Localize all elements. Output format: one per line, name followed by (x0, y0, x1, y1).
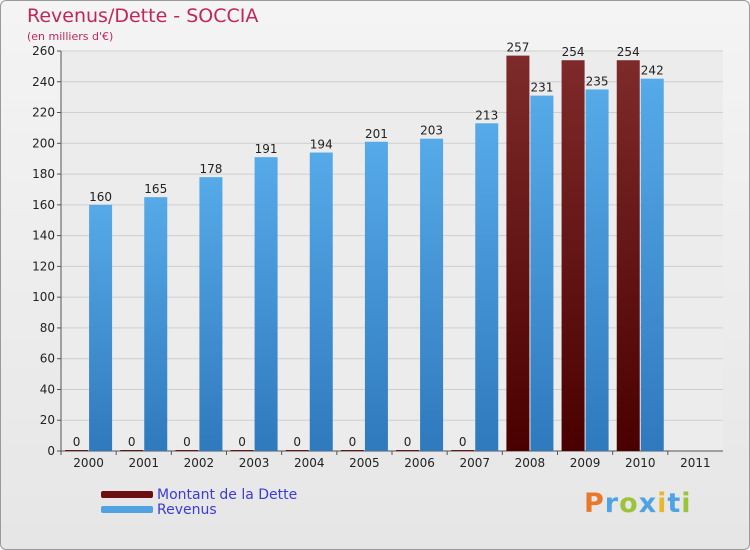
data-label-dette: 0 (73, 435, 81, 449)
data-label-revenus: 231 (530, 81, 553, 95)
bar-dette (616, 60, 640, 451)
bar-dette (340, 450, 364, 451)
bar-revenus (640, 78, 664, 451)
data-label-revenus: 203 (420, 124, 443, 138)
y-tick-label: 180 (32, 167, 55, 181)
legend-item-dette: Montant de la Dette (101, 486, 298, 503)
data-label-revenus: 160 (89, 190, 112, 204)
x-tick-label: 2005 (349, 456, 380, 470)
bar-revenus (585, 89, 609, 451)
x-tick-label: 2004 (294, 456, 325, 470)
legend-item-revenus: Revenus (101, 501, 297, 518)
logo-letter: P (584, 488, 605, 519)
y-tick-label: 120 (32, 259, 55, 273)
x-tick-label: 2009 (570, 456, 601, 470)
data-label-dette: 0 (349, 435, 357, 449)
y-tick-label: 80 (40, 321, 55, 335)
data-label-revenus: 194 (310, 138, 333, 152)
plot-area (61, 51, 723, 451)
bar-dette (175, 450, 199, 451)
data-label-dette: 0 (183, 435, 191, 449)
logo-letter: x (638, 488, 658, 519)
y-tick-label: 100 (32, 290, 55, 304)
logo-letter: r (604, 488, 620, 519)
legend-swatch-dette (101, 491, 153, 498)
data-label-dette: 0 (404, 435, 412, 449)
y-tick-label: 60 (40, 352, 55, 366)
y-tick-label: 0 (47, 444, 55, 458)
data-label-revenus: 165 (144, 182, 167, 196)
data-label-dette: 0 (128, 435, 136, 449)
bar-dette (65, 450, 89, 451)
legend-label-dette: Montant de la Dette (157, 486, 298, 503)
bar-revenus (89, 204, 113, 451)
y-tick-label: 160 (32, 198, 55, 212)
y-tick-label: 200 (32, 136, 55, 150)
x-tick-label: 2003 (239, 456, 270, 470)
data-label-dette: 254 (562, 45, 585, 59)
logo-letter: i (681, 488, 692, 519)
legend: Montant de la Dette Revenus (101, 486, 298, 518)
data-label-revenus: 191 (255, 142, 278, 156)
x-tick-label: 2006 (404, 456, 435, 470)
data-label-dette: 257 (506, 41, 529, 55)
x-tick-label: 2007 (459, 456, 490, 470)
bar-dette (285, 450, 309, 451)
chart-title: Revenus/Dette - SOCCIA (27, 5, 259, 27)
legend-label-revenus: Revenus (157, 501, 217, 518)
data-label-revenus: 178 (199, 162, 222, 176)
bar-dette (506, 55, 530, 451)
data-label-revenus: 235 (586, 74, 609, 88)
data-label-dette: 0 (293, 435, 301, 449)
proxiti-logo: Proxiti (584, 488, 692, 519)
y-tick-label: 20 (40, 413, 55, 427)
chart-subtitle: (en milliers d'€) (27, 30, 114, 43)
bar-dette (451, 450, 475, 451)
y-tick-label: 220 (32, 106, 55, 120)
data-label-revenus: 201 (365, 127, 388, 141)
x-tick-label: 2011 (680, 456, 711, 470)
logo-letter: i (657, 488, 668, 519)
bar-revenus (254, 157, 278, 451)
x-tick-label: 2008 (515, 456, 546, 470)
data-label-dette: 0 (238, 435, 246, 449)
bar-revenus (475, 123, 499, 452)
bar-dette (120, 450, 144, 451)
x-tick-label: 2002 (184, 456, 215, 470)
bar-dette (396, 450, 420, 451)
bar-revenus (199, 177, 223, 451)
data-label-dette: 254 (617, 45, 640, 59)
x-tick-label: 2000 (73, 456, 104, 470)
data-label-revenus: 213 (475, 108, 498, 122)
x-tick-label: 2010 (625, 456, 656, 470)
bar-dette (561, 60, 585, 451)
legend-swatch-revenus (101, 506, 153, 513)
x-tick-label: 2001 (128, 456, 159, 470)
y-tick-label: 40 (40, 382, 55, 396)
bar-revenus (364, 141, 388, 451)
y-tick-label: 260 (32, 44, 55, 58)
logo-letter: t (667, 488, 682, 519)
bar-revenus (420, 138, 444, 451)
bar-revenus (309, 152, 333, 452)
data-label-dette: 0 (459, 435, 467, 449)
bar-dette (230, 450, 254, 451)
bar-revenus (144, 197, 168, 451)
logo-letter: o (619, 488, 639, 519)
data-label-revenus: 242 (641, 64, 664, 78)
bar-revenus (530, 95, 554, 451)
y-tick-label: 140 (32, 229, 55, 243)
y-tick-label: 240 (32, 75, 55, 89)
